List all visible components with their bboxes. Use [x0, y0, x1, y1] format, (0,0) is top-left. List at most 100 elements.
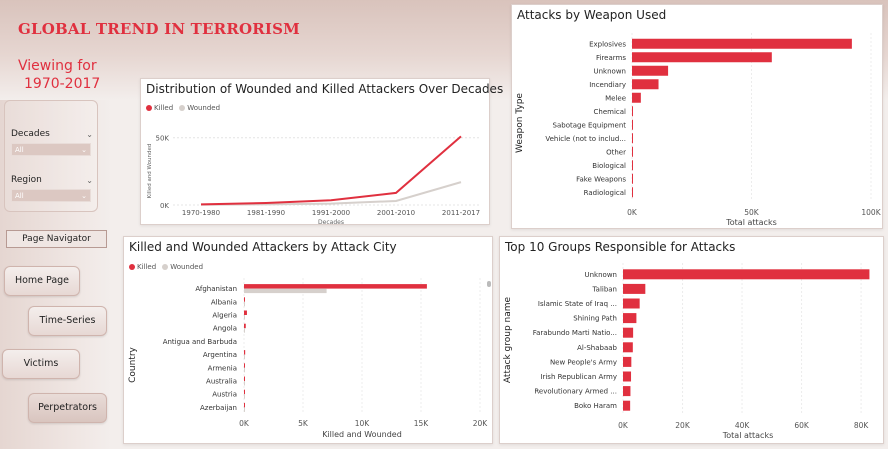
x-tick-label: 60K	[794, 421, 810, 430]
x-tick-label: 1970-1980	[182, 209, 220, 217]
weapons-chart-card: Attacks by Weapon Used 0K 50K 100K Total at…	[511, 4, 883, 229]
decades-dropdown[interactable]: All ⌄	[11, 143, 91, 156]
bar-killed	[244, 363, 245, 368]
chevron-down-icon[interactable]: ⌄	[86, 129, 93, 139]
category-label: Sabotage Equipment	[553, 121, 627, 129]
series-line-wounded	[200, 181, 462, 206]
city-bar-chart: 0K 5K 10K 15K 20K Killed and Wounded Country Af…	[128, 278, 489, 439]
x-tick-label: 0K	[618, 421, 629, 430]
bar-value	[632, 119, 633, 130]
page-navigator-label: Page Navigator	[6, 230, 107, 248]
category-label: Firearms	[596, 54, 626, 62]
category-label: Unknown	[594, 67, 627, 75]
bar-value	[623, 342, 633, 353]
bar-wounded	[244, 354, 245, 360]
chart-title: Distribution of Wounded and Killed Attac…	[146, 82, 504, 96]
groups-chart-card: Top 10 Groups Responsible for Attacks 0K…	[499, 236, 884, 444]
victims-button[interactable]: Victims	[2, 349, 80, 379]
x-tick-label: 1981-1990	[247, 209, 285, 217]
legend-label: Wounded	[187, 104, 221, 112]
bar-value	[632, 133, 633, 144]
bar-value	[623, 327, 634, 338]
category-label: Chemical	[594, 108, 627, 116]
y-axis-label: Weapon Type	[515, 93, 525, 153]
chevron-down-icon: ⌄	[81, 191, 87, 200]
x-axis-label: Killed and Wounded	[322, 430, 402, 439]
category-label: Azerbaijan	[200, 404, 237, 412]
category-label: Farabundo Marti Natio...	[533, 329, 617, 337]
x-tick-label: 80K	[854, 421, 870, 430]
bar-value	[623, 356, 632, 367]
bar-value	[623, 269, 870, 280]
x-tick-label: 0K	[627, 208, 638, 217]
category-label: Argentina	[203, 351, 237, 359]
bar-wounded	[244, 394, 245, 399]
bar-value	[623, 386, 631, 397]
x-tick-label: 100K	[861, 208, 881, 217]
chart-title: Killed and Wounded Attackers by Attack C…	[129, 240, 397, 254]
category-label: Afghanistan	[195, 285, 237, 293]
region-label: Region	[11, 175, 42, 185]
chart-title: Attacks by Weapon Used	[517, 8, 667, 22]
x-tick-label: 5K	[298, 419, 309, 428]
bar-value	[632, 146, 633, 157]
decades-chart-card: Distribution of Wounded and Killed Attac…	[140, 78, 503, 226]
legend-item-wounded[interactable]: Wounded	[179, 104, 220, 112]
groups-bar-chart: 0K 20K 40K 60K 80K Total attacks Attack group …	[503, 263, 870, 440]
region-dropdown[interactable]: All ⌄	[11, 189, 91, 202]
bar-killed	[244, 310, 247, 315]
viewing-period: Viewing for 1970-2017	[18, 57, 108, 93]
perpetrators-button[interactable]: Perpetrators	[28, 393, 107, 423]
legend-item-wounded[interactable]: Wounded	[162, 263, 203, 271]
category-label: Angola	[213, 325, 237, 333]
y-axis-label: Attack group name	[503, 296, 513, 383]
category-label: Vehicle (not to includ...	[545, 135, 626, 143]
category-label: Algeria	[212, 312, 237, 320]
bar-killed	[244, 402, 245, 408]
decades-value: All	[15, 145, 24, 154]
bar-wounded	[244, 288, 327, 294]
x-tick-label: 15K	[414, 419, 430, 428]
bar-wounded	[244, 301, 245, 307]
viewing-years: 1970-2017	[24, 76, 101, 92]
category-label: Islamic State of Iraq ...	[538, 300, 617, 308]
legend-label: Killed	[154, 104, 174, 112]
category-label: Boko Haram	[574, 402, 617, 410]
category-label: Antigua and Barbuda	[163, 338, 237, 346]
y-tick-label: 0K	[160, 202, 169, 210]
bar-value	[623, 283, 646, 294]
category-label: Al-Shabaab	[577, 344, 617, 352]
x-tick-label: 0K	[239, 419, 250, 428]
category-label: Revolutionary Armed ...	[534, 388, 617, 396]
legend-item-killed[interactable]: Killed	[129, 263, 156, 271]
legend-item-killed[interactable]: Killed	[146, 104, 173, 112]
x-axis-label: Total attacks	[725, 218, 777, 227]
category-label: Unknown	[585, 271, 618, 279]
scrollbar[interactable]	[487, 281, 491, 287]
home-page-button[interactable]: Home Page	[4, 266, 80, 296]
bar-value	[632, 38, 852, 49]
bar-value	[623, 371, 632, 382]
legend: Killed Wounded	[129, 263, 203, 271]
x-tick-label: 1991-2000	[312, 209, 350, 217]
x-tick-label: 20K	[473, 419, 489, 428]
category-label: Radiological	[584, 189, 626, 197]
city-chart-card: Killed and Wounded Attackers by Attack C…	[123, 236, 493, 444]
category-label: Biological	[592, 162, 626, 170]
legend-dot	[129, 264, 135, 270]
chevron-down-icon[interactable]: ⌄	[86, 175, 93, 185]
legend-label: Killed	[137, 263, 157, 271]
time-series-button[interactable]: Time-Series	[28, 306, 107, 336]
bar-value	[632, 173, 633, 184]
bar-wounded	[244, 381, 245, 386]
bar-value	[632, 79, 659, 90]
chevron-down-icon: ⌄	[81, 145, 87, 154]
bar-wounded	[244, 328, 245, 333]
bar-killed	[244, 323, 246, 329]
category-label: Irish Republican Army	[540, 373, 617, 381]
y-axis-label: Killed and Wounded	[147, 144, 153, 199]
category-label: Incendiary	[589, 81, 626, 89]
bar-value	[632, 160, 633, 171]
legend-dot	[146, 105, 152, 111]
category-label: Fake Weapons	[576, 175, 626, 183]
